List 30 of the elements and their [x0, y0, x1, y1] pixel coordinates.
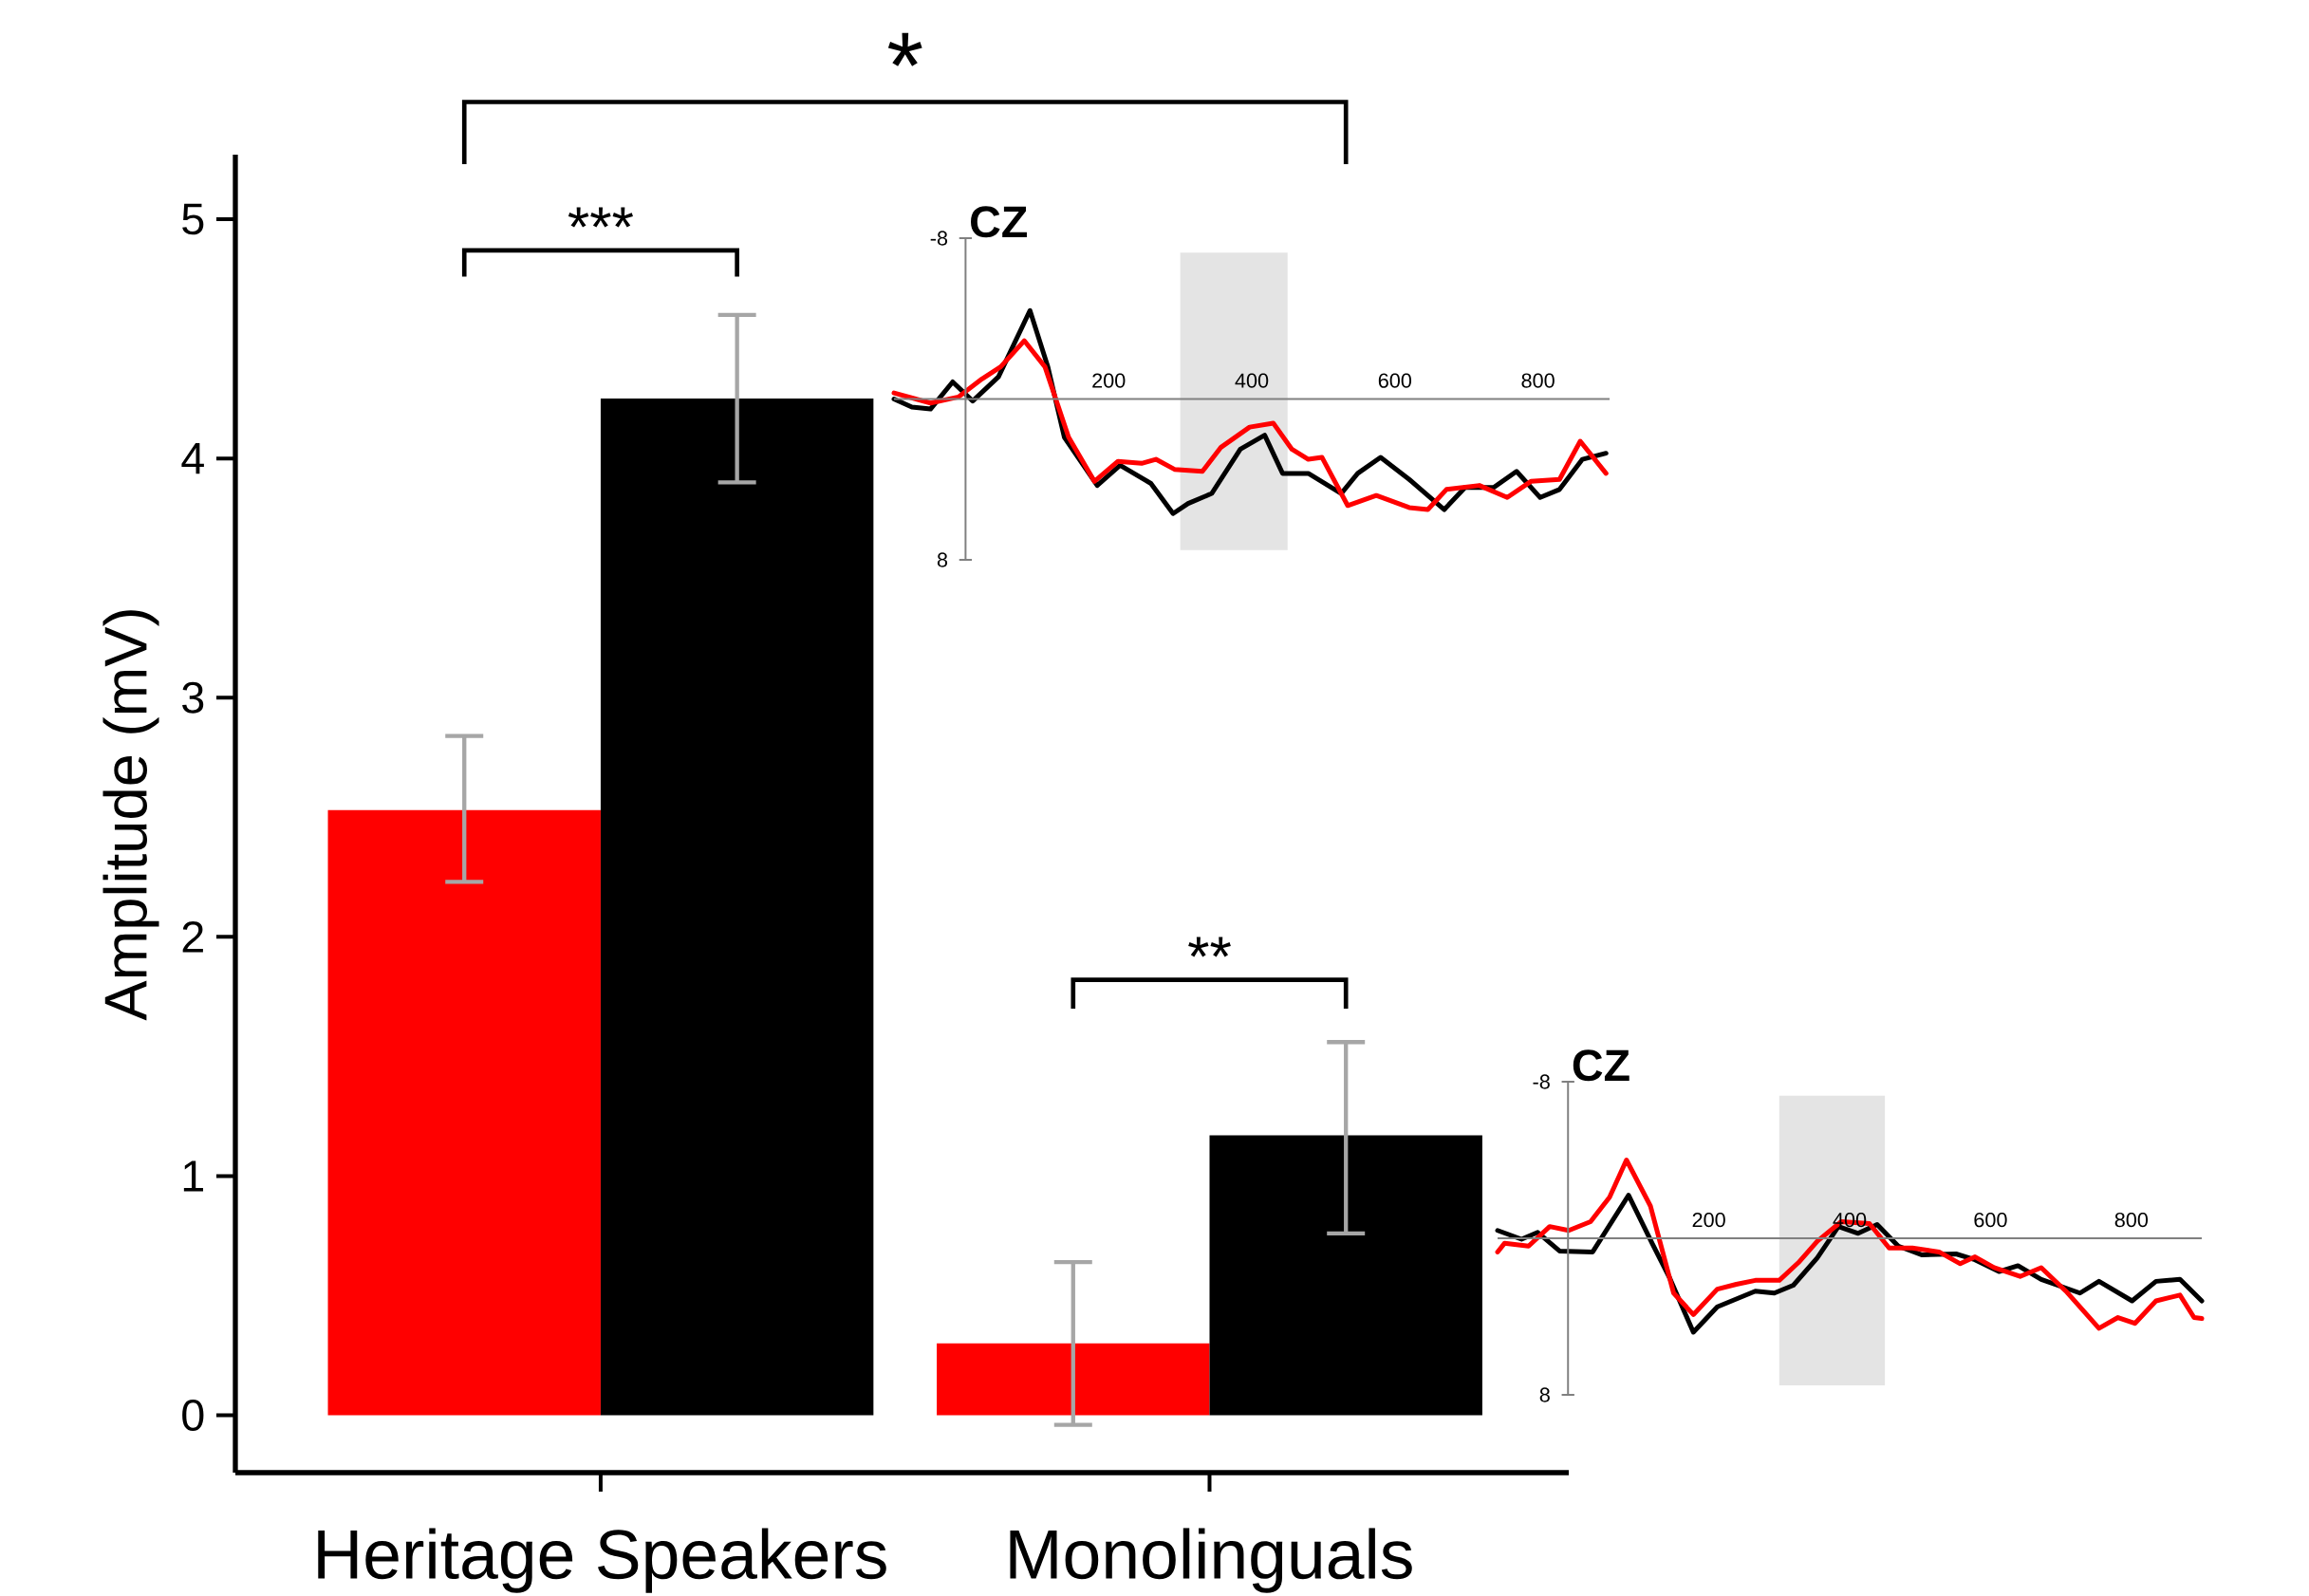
- y-tick-label: 5: [182, 203, 204, 235]
- y-tick-label: -8: [930, 231, 948, 246]
- x-tick-label: Monolinguals: [1010, 1528, 1412, 1593]
- y-tick-label: 3: [182, 681, 204, 714]
- bar: [600, 399, 874, 1416]
- bar: [327, 809, 601, 1416]
- y-tick-label: 2: [182, 921, 203, 953]
- x-tick-label: 800: [1521, 373, 1555, 388]
- text: *: [887, 32, 922, 66]
- x-tick-label: 600: [1378, 373, 1412, 388]
- y-tick-label: 8: [937, 552, 948, 567]
- chart-title: CZ: [971, 206, 1027, 238]
- bar: [1209, 1135, 1482, 1416]
- y-axis-title: Amplitude (mV): [102, 610, 159, 1021]
- line-series: [1495, 1158, 2205, 1331]
- annotation: ***: [568, 207, 633, 228]
- y-tick-label: 0: [182, 1399, 204, 1432]
- y-tick-label: 4: [181, 443, 204, 474]
- y-tick-label: 1: [183, 1160, 204, 1192]
- x-tick-label: 200: [1092, 373, 1126, 388]
- x-tick-label: 600: [1974, 1212, 2007, 1228]
- x-tick-label: 200: [1692, 1212, 1725, 1228]
- y-tick-label: 8: [1539, 1387, 1550, 1402]
- x-tick-label: 400: [1235, 373, 1269, 388]
- x-tick-label: 800: [2114, 1212, 2149, 1228]
- annotation: **: [1188, 937, 1231, 957]
- x-tick-label: Heritage Speakers: [318, 1528, 886, 1593]
- y-tick-label: -8: [1533, 1074, 1550, 1089]
- chart-title: CZ: [1573, 1049, 1629, 1082]
- line-series: [891, 338, 1609, 512]
